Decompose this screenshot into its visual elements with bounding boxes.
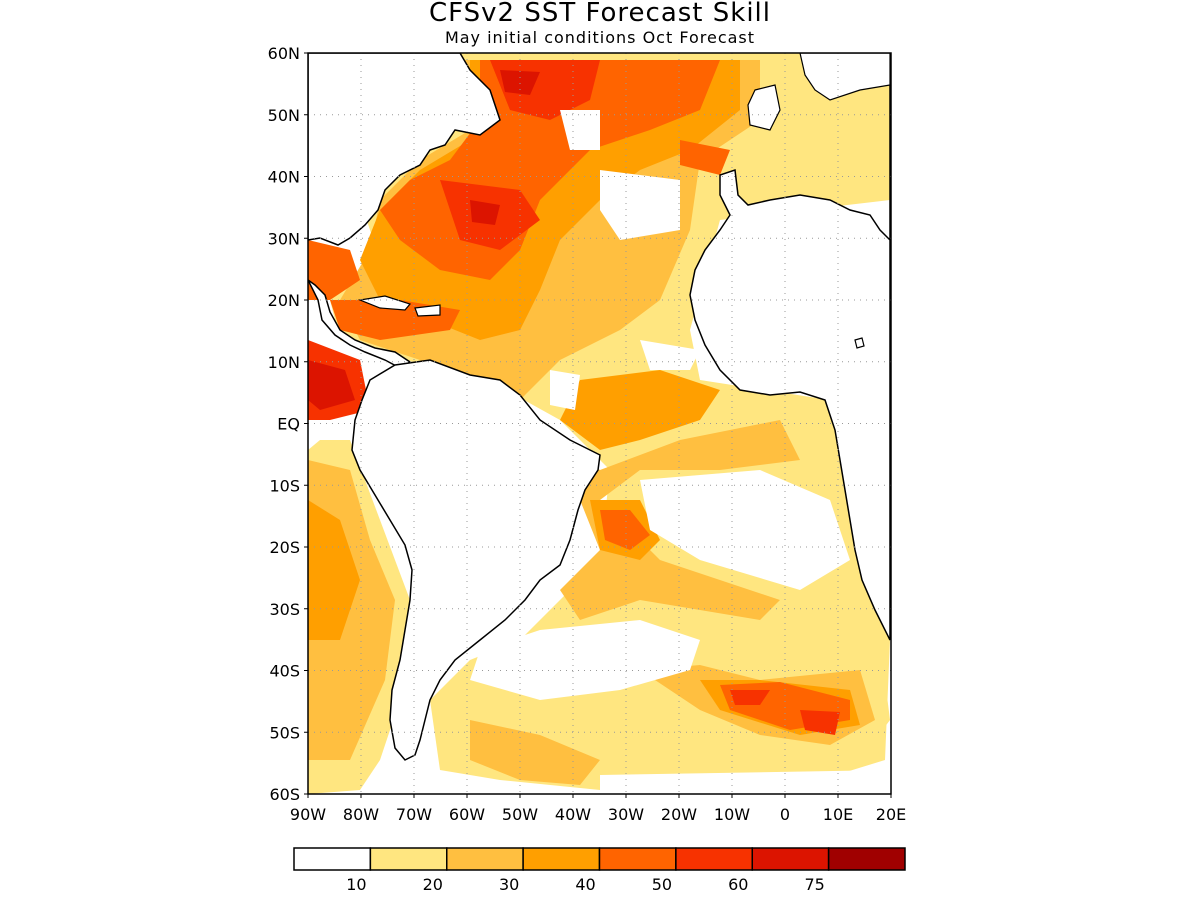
skill-band-40-50-s <box>600 510 650 550</box>
lat-tick-label: 10S <box>269 476 300 495</box>
iceland-region <box>799 53 891 101</box>
cuba-island <box>357 295 412 311</box>
skill-band-50-60-d <box>730 690 770 705</box>
lat-tick-label: 60S <box>269 785 300 804</box>
skill-band-20-30-s <box>470 720 600 785</box>
lon-tick-label: 90W <box>290 805 326 824</box>
skill-shading <box>308 53 890 794</box>
hispaniola-island <box>414 304 441 317</box>
lat-tick-label: 40N <box>268 168 300 187</box>
colorbar-bin <box>293 847 372 871</box>
lon-tick-label: 60W <box>449 805 485 824</box>
lon-tick-label: 20W <box>661 805 697 824</box>
lon-tick-label: 70W <box>396 805 432 824</box>
skill-band-60-75-b <box>500 70 540 95</box>
british-isles <box>747 84 781 131</box>
skill-gap-3 <box>470 620 700 700</box>
skill-band-60-75 <box>308 360 355 410</box>
lat-tick-label: 50N <box>268 106 300 125</box>
madagascar-coast <box>854 337 865 349</box>
north-america-land <box>308 53 501 246</box>
lat-tick-label: 30S <box>269 600 300 619</box>
colorbar-bin <box>675 847 753 871</box>
lat-tick-label: 10N <box>268 353 300 372</box>
skill-gap-5 <box>550 370 580 410</box>
skill-gap-1 <box>600 170 680 240</box>
colorbar-label: 75 <box>804 875 824 894</box>
lat-tick-label: 40S <box>269 662 300 681</box>
colorbar-bin <box>827 847 906 871</box>
south-america-land <box>351 359 601 761</box>
lon-tick-label: 50W <box>502 805 538 824</box>
lon-tick-label: 10E <box>823 805 853 824</box>
colorbar-label: 40 <box>575 875 595 894</box>
lon-tick-label: 40W <box>555 805 591 824</box>
colorbar: 10 20 30 40 50 60 75 <box>293 847 906 894</box>
europe-africa-land <box>689 53 891 641</box>
lon-tick-label: 0 <box>780 805 790 824</box>
colorbar-bin <box>446 847 524 871</box>
skill-band-50-60-e <box>800 710 840 735</box>
lat-tick-label: 20S <box>269 538 300 557</box>
land-layer <box>308 53 891 761</box>
longitude-axis-labels: 90W 80W 70W 60W 50W 40W 30W 20W 10W 0 10E 20E <box>290 794 906 824</box>
latitude-axis-labels: 60N 50N 40N 30N 20N 10N EQ 10S 20S 30S 40S 50S 60S <box>268 44 308 804</box>
lat-tick-label: 20N <box>268 291 300 310</box>
skill-band-60-75-c <box>470 200 500 225</box>
lon-tick-label: 80W <box>343 805 379 824</box>
colorbar-bin <box>522 847 601 871</box>
colorbar-label: 50 <box>652 875 672 894</box>
skill-gap-6 <box>640 340 700 370</box>
skill-band-40-50-e <box>680 140 730 175</box>
colorbar-bin <box>598 847 677 871</box>
skill-band-30-40-eq <box>560 370 720 450</box>
skill-gap-4 <box>560 110 600 150</box>
skill-gap-8 <box>600 770 890 794</box>
colorbar-label: 20 <box>423 875 443 894</box>
skill-band-30-40-sw <box>308 500 360 640</box>
lat-tick-label: 50S <box>269 723 300 742</box>
lat-tick-label: EQ <box>277 415 300 434</box>
lat-tick-label: 60N <box>268 44 300 63</box>
lat-tick-label: 30N <box>268 229 300 248</box>
colorbar-label: 30 <box>499 875 519 894</box>
colorbar-label: 60 <box>728 875 748 894</box>
skill-band-40-50-nw <box>308 240 360 300</box>
colorbar-bin <box>369 847 448 871</box>
skill-gap-7 <box>308 420 320 450</box>
lon-tick-label: 30W <box>608 805 644 824</box>
chart-title: CFSv2 SST Forecast Skill <box>428 0 772 28</box>
lon-tick-label: 20E <box>876 805 906 824</box>
chart-subtitle: May initial conditions Oct Forecast <box>444 28 756 47</box>
lon-tick-label: 10W <box>714 805 750 824</box>
colorbar-bin <box>751 847 830 871</box>
colorbar-label: 10 <box>346 875 366 894</box>
skill-gap-2 <box>640 470 850 590</box>
